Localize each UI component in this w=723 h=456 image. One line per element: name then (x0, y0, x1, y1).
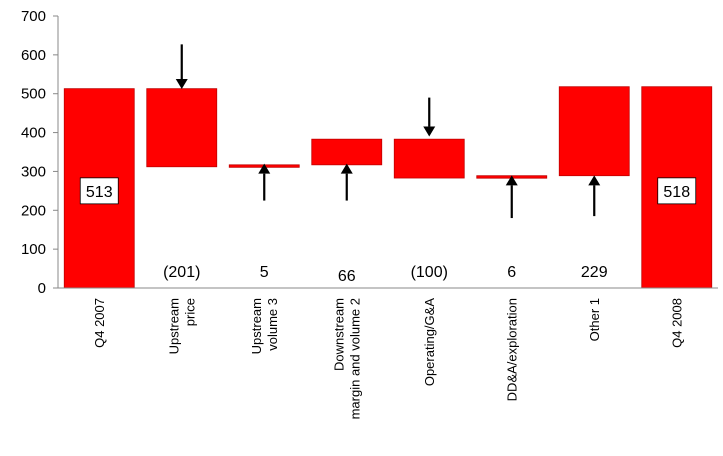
category-label-8: Q4 2008 (669, 298, 684, 348)
y-tick-label: 500 (21, 86, 46, 103)
y-tick-label: 400 (21, 125, 46, 142)
data-label-6: 6 (507, 264, 516, 281)
category-label-line: Other 1 (587, 298, 602, 341)
category-label-6: DD&A/exploration (504, 298, 519, 401)
y-axis: 0 100 200 300 400 500 600 700 (21, 8, 59, 297)
bar-5 (393, 138, 465, 179)
category-label-line: DD&A/exploration (504, 298, 519, 401)
arrow-up-7 (588, 175, 601, 217)
y-tick-label: 700 (21, 8, 46, 25)
arrow-up-6 (505, 175, 518, 219)
y-tick-label: 100 (21, 241, 46, 258)
category-label-1: Q4 2007 (92, 298, 107, 348)
arrow-up-3 (258, 163, 271, 201)
category-label-3: Upstream volume 3 (249, 298, 280, 354)
bar-7 (558, 86, 630, 177)
total-label-box (79, 177, 119, 205)
data-label-2: (201) (163, 264, 200, 281)
category-label-line: price (182, 298, 197, 326)
arrows (175, 44, 601, 219)
bar-1 (63, 88, 135, 289)
y-tick-label: 300 (21, 163, 46, 180)
y-tick-label: 0 (38, 280, 46, 297)
category-label-5: Operating/G&A (422, 298, 437, 386)
bar-4 (311, 138, 383, 166)
bars (63, 86, 713, 289)
category-label-line: Upstream (166, 298, 181, 354)
total-label-box (657, 177, 697, 205)
category-label-line: Downstream (331, 298, 346, 371)
arrow-up-4 (340, 163, 353, 201)
data-labels: 513 (201) 5 66 (100) 6 229 518 (79, 177, 697, 285)
data-label-5: (100) (411, 264, 448, 281)
category-label-line: volume 3 (265, 298, 280, 351)
y-tick-label: 600 (21, 47, 46, 64)
category-label-2: Upstream price (166, 298, 197, 354)
x-axis: Q4 2007 Upstream price Upstream volume 3 Down… (58, 287, 718, 419)
data-label-8: 518 (663, 184, 690, 201)
data-label-3: 5 (260, 264, 269, 281)
y-tick-label: 200 (21, 202, 46, 219)
data-label-7: 229 (581, 264, 608, 281)
arrow-down-2 (175, 44, 188, 90)
data-label-1: 513 (86, 184, 113, 201)
category-label-line: Q4 2008 (669, 298, 684, 348)
category-label-line: Upstream (249, 298, 264, 354)
category-label-line: margin and volume 2 (347, 298, 362, 419)
arrow-down-5 (423, 97, 436, 137)
category-label-4: Downstream margin and volume 2 (331, 298, 362, 419)
bar-2 (146, 88, 218, 168)
category-label-7: Other 1 (587, 298, 602, 341)
data-label-4: 66 (338, 268, 356, 285)
category-label-line: Q4 2007 (92, 298, 107, 348)
category-label-line: Operating/G&A (422, 298, 437, 386)
